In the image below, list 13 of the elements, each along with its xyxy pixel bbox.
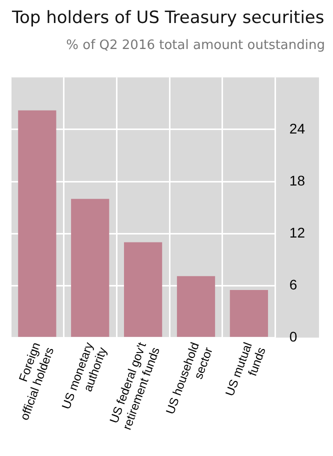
x-tick-label: US mutual funds (222, 340, 268, 398)
bar (230, 290, 268, 337)
bar (124, 242, 162, 337)
bar (176, 276, 216, 337)
chart-subtitle: % of Q2 2016 total amount outstanding (65, 38, 325, 53)
bar (18, 110, 56, 337)
y-tick-label: 6 (289, 276, 298, 292)
y-tick-label: 0 (289, 328, 298, 345)
bar (71, 198, 110, 337)
y-tick-label: 24 (289, 120, 306, 136)
y-tick-label: 12 (289, 224, 306, 240)
chart-title: Top holders of US Treasury securities (11, 8, 325, 28)
y-tick-label: 18 (289, 172, 306, 188)
